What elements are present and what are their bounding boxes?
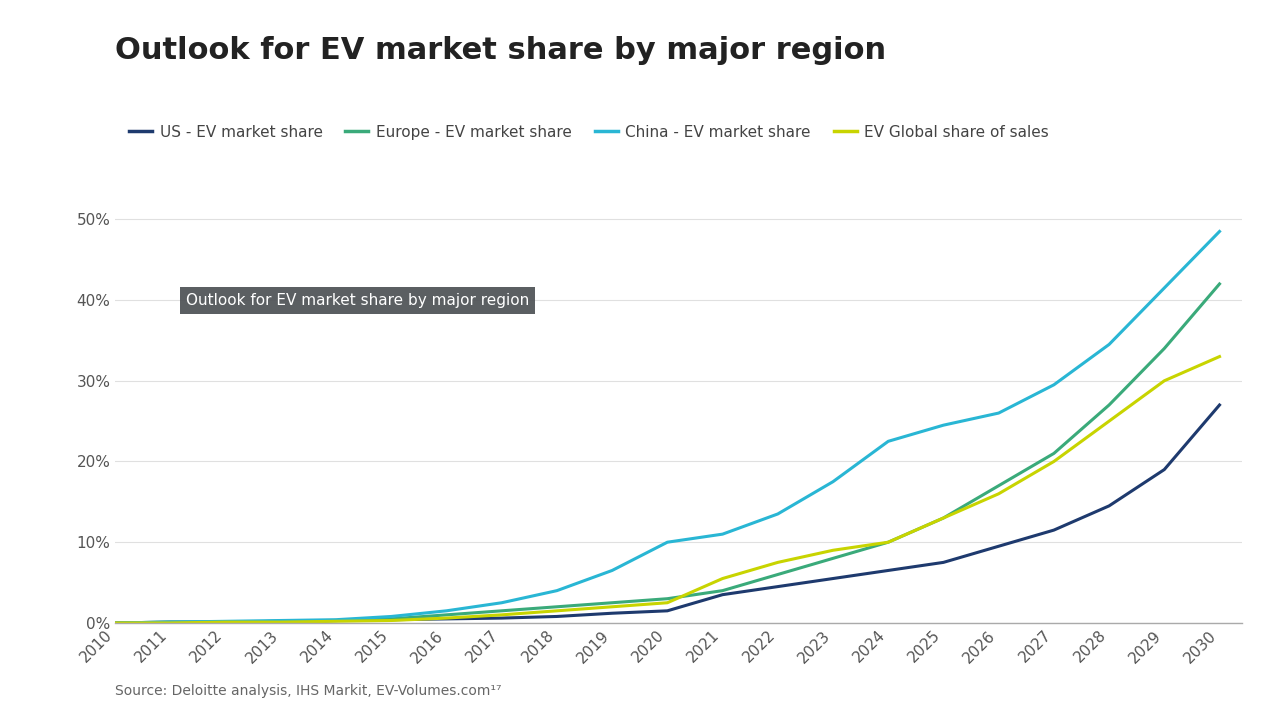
Europe - EV market share (881, 538, 896, 546)
EV Global share of sales (439, 614, 454, 622)
EV Global share of sales (659, 599, 675, 607)
EV Global share of sales (716, 574, 731, 583)
US - EV market share (439, 614, 454, 623)
US - EV market share (218, 618, 233, 626)
US - EV market share (1101, 502, 1116, 511)
US - EV market share (549, 612, 564, 621)
Europe - EV market share (329, 616, 344, 625)
EV Global share of sales (218, 618, 233, 626)
China - EV market share (439, 606, 454, 615)
China - EV market share (273, 616, 288, 625)
Europe - EV market share (163, 618, 178, 626)
EV Global share of sales (604, 602, 620, 611)
China - EV market share (1101, 340, 1116, 349)
EV Global share of sales (273, 618, 288, 626)
Line: Europe - EV market share: Europe - EV market share (115, 284, 1220, 623)
Europe - EV market share (1046, 449, 1061, 458)
US - EV market share (826, 574, 841, 583)
EV Global share of sales (329, 617, 344, 626)
China - EV market share (771, 510, 786, 518)
Europe - EV market share (384, 614, 399, 623)
Europe - EV market share (604, 599, 620, 607)
EV Global share of sales (881, 538, 896, 546)
US - EV market share (273, 617, 288, 626)
US - EV market share (936, 558, 951, 566)
EV Global share of sales (494, 611, 509, 619)
EV Global share of sales (991, 490, 1006, 498)
Europe - EV market share (549, 602, 564, 611)
EV Global share of sales (1157, 377, 1172, 385)
Line: US - EV market share: US - EV market share (115, 405, 1220, 623)
EV Global share of sales (163, 619, 178, 627)
China - EV market share (329, 615, 344, 624)
EV Global share of sales (771, 558, 786, 566)
China - EV market share (1157, 284, 1172, 292)
China - EV market share (218, 617, 233, 626)
US - EV market share (604, 609, 620, 617)
US - EV market share (716, 591, 731, 599)
China - EV market share (991, 409, 1006, 417)
US - EV market share (384, 615, 399, 624)
China - EV market share (936, 421, 951, 430)
Europe - EV market share (439, 611, 454, 619)
US - EV market share (991, 542, 1006, 551)
US - EV market share (771, 582, 786, 591)
Europe - EV market share (716, 586, 731, 595)
Europe - EV market share (1101, 401, 1116, 410)
US - EV market share (494, 614, 509, 622)
US - EV market share (1046, 526, 1061, 534)
China - EV market share (881, 437, 896, 445)
Europe - EV market share (108, 619, 123, 627)
Europe - EV market share (273, 617, 288, 626)
US - EV market share (329, 616, 344, 625)
Europe - EV market share (659, 594, 675, 603)
Europe - EV market share (494, 606, 509, 615)
Legend: US - EV market share, Europe - EV market share, China - EV market share, EV Glob: US - EV market share, Europe - EV market… (123, 119, 1055, 146)
Europe - EV market share (771, 570, 786, 579)
EV Global share of sales (549, 606, 564, 615)
Text: Source: Deloitte analysis, IHS Markit, EV-Volumes.com¹⁷: Source: Deloitte analysis, IHS Markit, E… (115, 684, 502, 698)
US - EV market share (163, 618, 178, 626)
China - EV market share (1046, 380, 1061, 389)
EV Global share of sales (936, 513, 951, 522)
Europe - EV market share (991, 481, 1006, 490)
China - EV market share (659, 538, 675, 546)
China - EV market share (826, 478, 841, 486)
EV Global share of sales (1101, 417, 1116, 425)
Line: EV Global share of sales: EV Global share of sales (115, 357, 1220, 623)
EV Global share of sales (384, 616, 399, 625)
US - EV market share (659, 606, 675, 615)
Text: Outlook for EV market share by major region: Outlook for EV market share by major reg… (186, 293, 529, 308)
EV Global share of sales (1212, 352, 1228, 361)
Line: China - EV market share: China - EV market share (115, 231, 1220, 623)
China - EV market share (716, 530, 731, 538)
EV Global share of sales (1046, 458, 1061, 466)
US - EV market share (1212, 401, 1228, 410)
Text: Outlook for EV market share by major region: Outlook for EV market share by major reg… (115, 36, 886, 65)
China - EV market share (1212, 227, 1228, 236)
Europe - EV market share (1157, 344, 1172, 353)
China - EV market share (384, 612, 399, 621)
US - EV market share (881, 566, 896, 575)
China - EV market share (108, 619, 123, 627)
US - EV market share (1157, 465, 1172, 474)
Europe - EV market share (1212, 280, 1228, 289)
EV Global share of sales (108, 619, 123, 627)
China - EV market share (163, 618, 178, 626)
US - EV market share (108, 619, 123, 627)
China - EV market share (549, 586, 564, 595)
China - EV market share (494, 599, 509, 607)
Europe - EV market share (936, 513, 951, 522)
Europe - EV market share (826, 554, 841, 563)
Europe - EV market share (218, 618, 233, 626)
China - EV market share (604, 566, 620, 575)
EV Global share of sales (826, 546, 841, 555)
